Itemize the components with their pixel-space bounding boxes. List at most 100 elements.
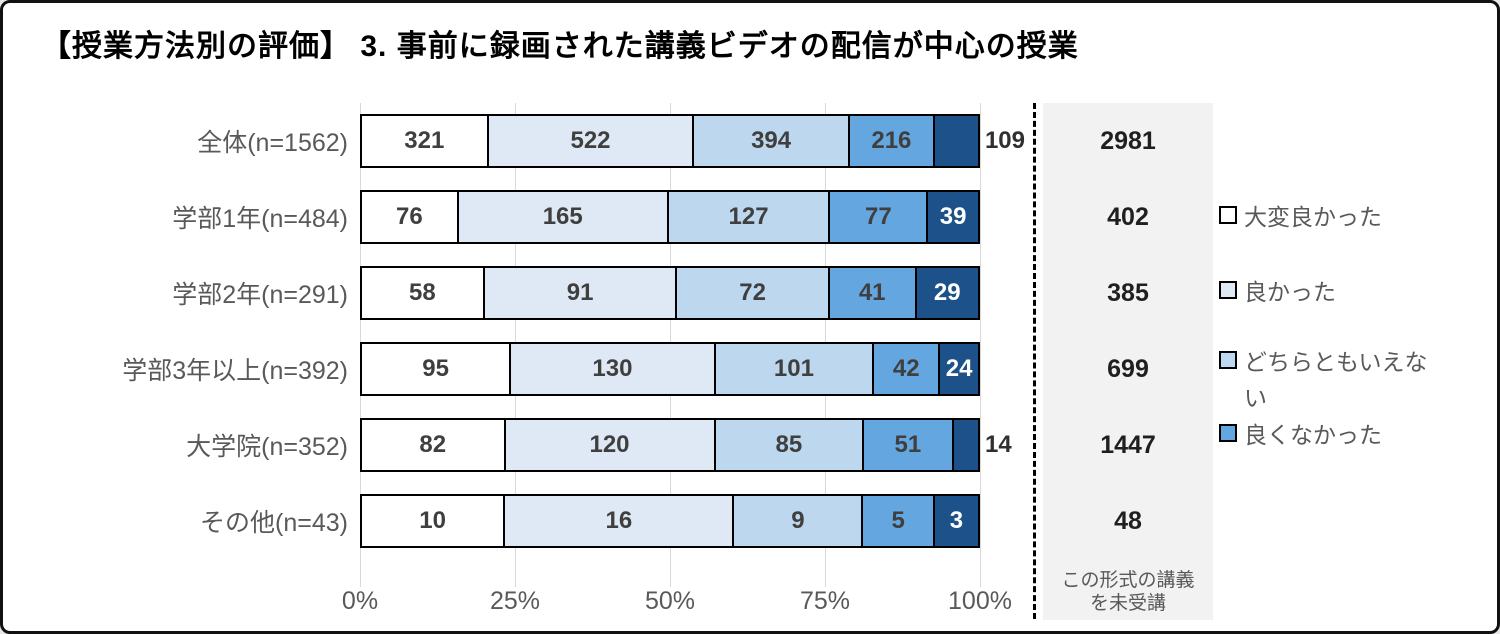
segment-value-label: 3: [949, 507, 964, 534]
dashed-separator: [1033, 103, 1036, 619]
unreceived-count: 402: [1107, 202, 1149, 231]
segment-value-label: 95: [422, 355, 449, 382]
category-label: 学部3年以上(n=392): [122, 357, 348, 385]
segment-value-label: 51: [894, 431, 922, 458]
bar-segment: 14: [953, 420, 1012, 470]
bar-segment: 127: [668, 192, 831, 242]
segment-value-label: 216: [871, 127, 912, 154]
x-axis-tick-label: 50%: [644, 587, 696, 615]
segment-value-label: 77: [864, 203, 892, 230]
gridline: [980, 103, 981, 587]
segment-value-label: 85: [775, 431, 803, 458]
segment-value-label: 41: [858, 279, 886, 306]
bar-segment: 9: [734, 496, 864, 546]
stacked-bar: 321 522 394 216 109: [360, 114, 1025, 168]
unreceived-note: この形式の講義 を未受講: [1043, 569, 1213, 617]
segment-value-label: 101: [773, 355, 814, 382]
bar-segment: 120: [505, 420, 716, 470]
bar-segment: 24: [940, 344, 978, 394]
bar-segment: 82: [362, 420, 506, 470]
segment-value-label: 42: [892, 355, 920, 382]
segment-value-label: 72: [739, 279, 766, 306]
segment-value-label: 9: [791, 507, 805, 534]
category-label: その他(n=43): [200, 509, 348, 537]
bar-segment: 101: [715, 344, 875, 394]
segment-value-label: 10: [419, 507, 446, 534]
segment-value-label: 24: [945, 355, 973, 382]
bar-segment: 51: [864, 420, 954, 470]
legend-label: 良くなかった: [1244, 422, 1382, 448]
x-axis-tick-label: 25%: [489, 587, 541, 615]
segment-value-label: 130: [592, 355, 633, 382]
bar-segment: 3: [935, 496, 978, 546]
bar-row: その他(n=43) 10 16 9 5 3: [3, 483, 1035, 559]
segment-value-label: 127: [728, 203, 769, 230]
bar-segment: 16: [505, 496, 735, 546]
x-axis-tick-label: 100%: [948, 587, 1012, 615]
bar-rows: 全体(n=1562) 321 522 394 216 109 学部1年(n=484) 76 16…: [3, 103, 1035, 559]
unreceived-note-line2: を未受講: [1089, 593, 1166, 615]
bar-segment: 76: [362, 192, 459, 242]
segment-value-label-outside: 109: [984, 127, 1025, 154]
stacked-bar: 10 16 9 5 3: [360, 494, 980, 548]
segment-value-label: 29: [933, 279, 961, 306]
segment-value-label: 120: [589, 431, 630, 458]
segment-value-label: 394: [751, 127, 792, 154]
bar-row: 学部2年(n=291) 58 91 72 41 29: [3, 255, 1035, 331]
stacked-bar: 58 91 72 41 29: [360, 266, 980, 320]
bar-row: 学部1年(n=484) 76 165 127 77 39: [3, 179, 1035, 255]
unreceived-panel: 2981 402 385 699 1447 48 この形式の講義 を未受講: [1043, 103, 1213, 620]
segment-value-label: 5: [891, 507, 905, 534]
stacked-bar: 76 165 127 77 39: [360, 190, 980, 244]
segment-value-label: 76: [396, 203, 423, 230]
segment-value-label: 58: [409, 279, 436, 306]
unreceived-note-line1: この形式の講義: [1061, 569, 1195, 591]
legend-item: 大変良かった: [1219, 200, 1382, 236]
unreceived-count: 699: [1107, 354, 1149, 383]
segment-value-label: 321: [404, 127, 445, 154]
segment-value-label: 522: [570, 127, 611, 154]
legend-swatch: [1219, 351, 1237, 369]
bar-segment: 42: [874, 344, 941, 394]
bar-segment: 91: [484, 268, 678, 318]
bar-segment: 130: [511, 344, 716, 394]
bar-segment: 321: [362, 116, 489, 166]
x-axis-tick-label: 0%: [341, 587, 379, 615]
bar-segment: 72: [677, 268, 830, 318]
bar-segment: 394: [694, 116, 850, 166]
legend-label: 良かった: [1244, 279, 1336, 305]
bar-row: 学部3年以上(n=392) 95 130 101 42 24: [3, 331, 1035, 407]
segment-value-label: 16: [605, 507, 633, 534]
unreceived-count: 2981: [1100, 126, 1156, 155]
bar-segment: 41: [829, 268, 917, 318]
unreceived-count: 385: [1107, 278, 1149, 307]
bar-segment: 522: [488, 116, 695, 166]
stacked-bar: 95 130 101 42 24: [360, 342, 980, 396]
bar-segment: 109: [934, 116, 1025, 166]
segment-value-label: 39: [939, 203, 967, 230]
segment-value-label: 91: [566, 279, 594, 306]
x-axis-tick-label: 75%: [799, 587, 851, 615]
bar-segment: 29: [916, 268, 978, 318]
bar-segment: 10: [362, 496, 506, 546]
category-label: 学部1年(n=484): [172, 205, 348, 233]
segment-value-label-outside: 14: [985, 431, 1012, 458]
bar-segment: 5: [863, 496, 935, 546]
bar-segment: 85: [715, 420, 865, 470]
legend-item: 良くなかった: [1219, 418, 1382, 454]
bar-row: 大学院(n=352) 82 120 85 51 14: [3, 407, 1035, 483]
bar-segment: 77: [830, 192, 929, 242]
stacked-bar: 82 120 85 51 14: [360, 418, 1012, 472]
segment-value-label: 165: [542, 203, 583, 230]
unreceived-count: 1447: [1100, 430, 1156, 459]
bar-segment: 165: [458, 192, 669, 242]
chart-title: 【授業方法別の評価】 3. 事前に録画された講義ビデオの配信が中心の授業: [41, 30, 1079, 63]
legend-label: どちらともいえない: [1244, 349, 1428, 411]
bar-segment: 216: [849, 116, 935, 166]
category-label: 学部2年(n=291): [172, 281, 348, 309]
bar-segment: 39: [928, 192, 978, 242]
legend-item: どちらともいえない: [1219, 345, 1449, 416]
legend-swatch: [1219, 206, 1237, 224]
bar-segment: 58: [362, 268, 485, 318]
